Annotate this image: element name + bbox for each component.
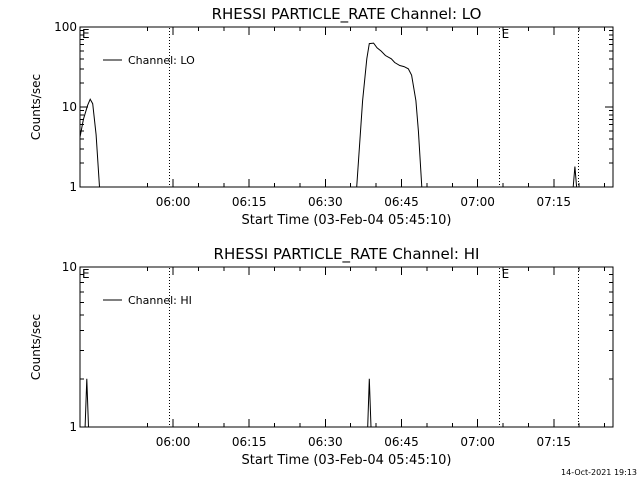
chart-title-hi: RHESSI PARTICLE_RATE Channel: HI — [214, 245, 480, 264]
y-axis-label-hi: Counts/sec — [29, 314, 43, 380]
event-marker-hi: E — [502, 267, 510, 281]
x-tick-label-lo: 06:00 — [156, 195, 191, 209]
legend-label-hi: Channel: HI — [128, 294, 192, 307]
event-marker-hi: E — [82, 267, 90, 281]
panel-hi: RHESSI PARTICLE_RATE Channel: HI Start Ti… — [29, 245, 614, 468]
x-tick-label-hi: 06:30 — [308, 435, 343, 449]
event-marker-lo: E — [82, 27, 90, 41]
x-axis-label-hi: Start Time (03-Feb-04 05:45:10) — [242, 453, 452, 468]
x-tick-label-hi: 06:15 — [232, 435, 267, 449]
legend-label-lo: Channel: LO — [128, 54, 195, 67]
x-tick-label-hi: 06:00 — [156, 435, 191, 449]
panel-lo: RHESSI PARTICLE_RATE Channel: LO Start Ti… — [29, 5, 614, 228]
y-tick-label-lo: 10 — [62, 100, 77, 114]
timestamp-stamp: 14-Oct-2021 19:13 — [561, 468, 637, 477]
x-tick-label-hi: 07:00 — [460, 435, 495, 449]
y-axis-label-lo: Counts/sec — [29, 74, 43, 140]
series-line-lo — [79, 98, 100, 188]
x-tick-label-hi: 07:15 — [536, 435, 571, 449]
y-tick-label-hi: 10 — [62, 260, 77, 274]
y-tick-label-lo: 1 — [69, 180, 77, 194]
x-tick-label-lo: 06:30 — [308, 195, 343, 209]
x-tick-label-lo: 06:15 — [232, 195, 267, 209]
event-marker-lo: E — [502, 27, 510, 41]
series-line-lo — [356, 42, 423, 188]
x-tick-label-lo: 07:15 — [536, 195, 571, 209]
x-axis-label-lo: Start Time (03-Feb-04 05:45:10) — [242, 213, 452, 228]
x-tick-label-lo: 06:45 — [384, 195, 419, 209]
y-tick-label-lo: 100 — [54, 20, 77, 34]
y-tick-label-hi: 1 — [69, 420, 77, 434]
x-tick-label-hi: 06:45 — [384, 435, 419, 449]
plot-frame-lo — [79, 26, 614, 188]
series-line-lo — [572, 166, 578, 188]
x-tick-label-lo: 07:00 — [460, 195, 495, 209]
plot-frame-hi — [79, 266, 614, 428]
chart-title-lo: RHESSI PARTICLE_RATE Channel: LO — [212, 5, 482, 24]
series-line-hi — [84, 378, 89, 428]
series-line-hi — [367, 378, 372, 428]
